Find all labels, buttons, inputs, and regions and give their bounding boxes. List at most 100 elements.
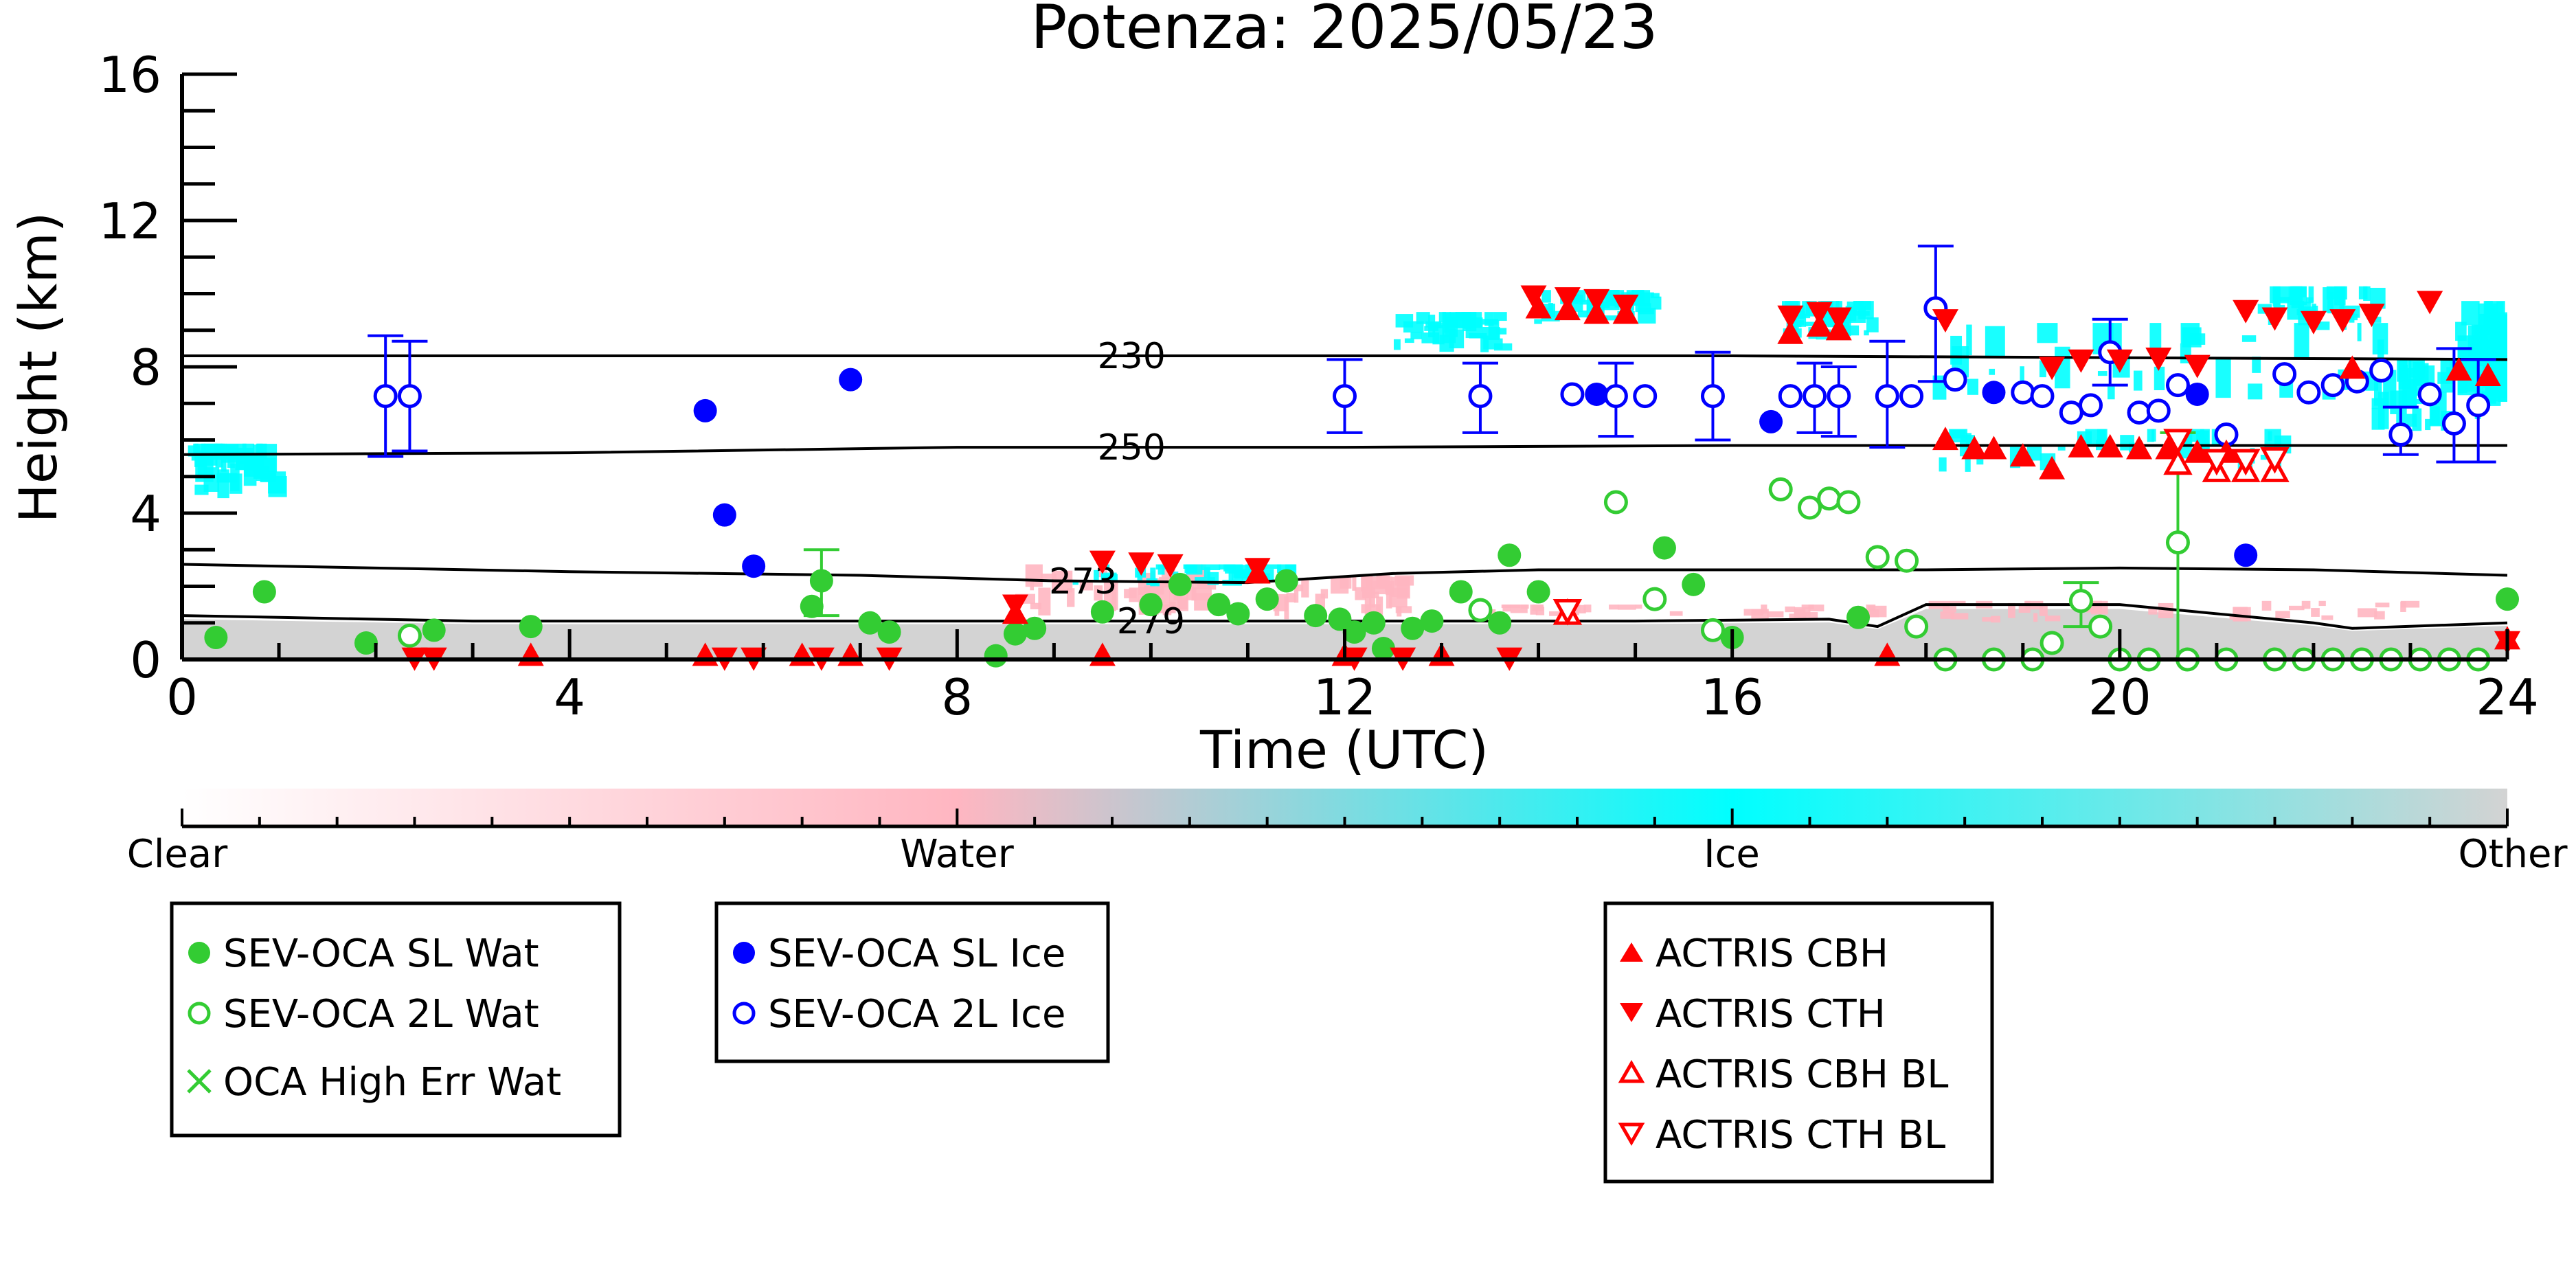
cloud-cell — [1650, 293, 1660, 299]
cloud-cell — [1040, 574, 1057, 579]
cloud-cell — [2326, 286, 2347, 300]
cloud-cell — [1653, 296, 1662, 310]
marker-sev-oca-sl-wat — [204, 626, 228, 650]
cloud-cell — [1864, 330, 1869, 336]
cloud-cell — [2478, 374, 2483, 400]
cloud-cell — [2154, 366, 2165, 391]
cloud-cell — [1982, 617, 1993, 622]
cloud-cell — [1038, 587, 1051, 615]
marker-actris-cth — [2417, 291, 2443, 315]
marker-sev-oca-sl-wat — [1846, 605, 1871, 629]
cloud-cell — [2133, 370, 2143, 391]
cloud-cell — [2039, 604, 2048, 616]
marker-sev-oca-sl-wat — [1090, 600, 1114, 624]
marker-actris-cbh — [1961, 436, 1988, 460]
cloud-cell — [1397, 606, 1402, 617]
cloud-cell — [1537, 605, 1544, 609]
marker-sev-oca-2l-ice — [1827, 384, 1851, 409]
cloud-cell — [2037, 323, 2058, 343]
legend-marker-cth — [1620, 1003, 1643, 1022]
marker-sev-oca-sl-ice — [1982, 381, 2006, 405]
marker-sev-oca-sl-ice — [2234, 543, 2258, 567]
cloud-cell — [191, 456, 196, 461]
marker-sev-oca-sl-wat — [1420, 609, 1444, 633]
cloud-cell — [1425, 321, 1442, 328]
cloud-cell — [1444, 312, 1463, 328]
cloud-cell — [2252, 357, 2261, 373]
cloud-cell — [1376, 596, 1383, 618]
cloud-cell — [1866, 605, 1876, 612]
cloud-cell — [2148, 607, 2158, 615]
cloud-cell — [1950, 613, 1969, 620]
cloud-cell — [1583, 605, 1592, 613]
cloud-cell — [1967, 379, 1979, 395]
cloud-cell — [1094, 585, 1103, 601]
cloud-cell — [1805, 321, 1820, 326]
cloud-cell — [2490, 306, 2496, 330]
marker-sev-oca-sl-wat — [1207, 593, 1231, 617]
marker-actris-cth — [1583, 289, 1610, 313]
marker-actris-cth — [1932, 309, 1958, 333]
cloud-cell — [2471, 324, 2479, 357]
cloud-cell — [1835, 301, 1842, 312]
colorbar-label-ice: Ice — [1704, 832, 1760, 877]
marker-sev-oca-sl-wat — [1226, 602, 1250, 626]
marker-sev-oca-sl-wat — [1168, 572, 1192, 596]
cloud-cell — [1208, 581, 1217, 590]
cloud-cell — [1100, 572, 1117, 583]
cloud-cell — [2373, 365, 2382, 406]
marker-actris-cbh — [2009, 443, 2036, 467]
cloud-cell — [1150, 567, 1156, 583]
marker-sev-oca-sl-wat — [984, 644, 1008, 668]
marker-sev-oca-sl-ice — [1585, 382, 1609, 406]
marker-sev-oca-sl-wat — [422, 618, 446, 642]
y-tick-label: 8 — [130, 339, 161, 396]
marker-actris-cbh — [2126, 436, 2153, 460]
marker-sev-oca-sl-wat — [1274, 569, 1298, 593]
legend-marker-sl-wat — [188, 942, 210, 964]
cloud-cell — [1195, 577, 1215, 583]
colorbar: Clear Water Ice Other — [127, 789, 2568, 877]
axes: 0 4 8 12 16 20 24 0 4 8 12 16 — [98, 46, 2538, 726]
cloud-cell — [2180, 323, 2200, 344]
legend-water: SEV-OCA SL Wat SEV-OCA 2L Wat OCA High E… — [170, 901, 622, 1138]
marker-actris-cth — [2329, 309, 2356, 333]
cloud-cell — [1493, 343, 1513, 351]
marker-actris-cbh — [1525, 295, 1552, 319]
marker-sev-oca-2l-ice — [2388, 422, 2413, 447]
marker-actris-cth — [1825, 307, 1852, 331]
marker-sev-oca-sl-wat — [800, 594, 824, 618]
marker-actris-cbh — [2039, 455, 2066, 479]
marker-sev-oca-2l-ice — [2146, 398, 2171, 423]
legend-marker-cbh — [1620, 942, 1643, 962]
marker-sev-oca-sl-wat — [858, 611, 882, 635]
cloud-cell — [2149, 323, 2162, 353]
cloud-cell — [2215, 357, 2231, 398]
marker-sev-oca-2l-ice — [397, 384, 422, 409]
isotherm-230 — [182, 354, 2508, 361]
cloud-cell — [1079, 580, 1093, 591]
marker-sev-oca-2l-ice — [373, 384, 398, 409]
marker-sev-oca-2l-ice — [2079, 393, 2103, 418]
marker-actris-cth — [1612, 294, 1639, 318]
cloud-cell — [1803, 612, 1818, 618]
legend-actris: ACTRIS CBH ACTRIS CTH ACTRIS CBH BL ACTR… — [1603, 901, 1994, 1184]
marker-sev-oca-sl-wat — [1362, 611, 1386, 635]
cloud-cell — [1410, 332, 1422, 339]
marker-sev-oca-2l-wat — [2040, 631, 2064, 655]
cloud-cell — [1541, 290, 1551, 303]
cloud-cell — [2057, 444, 2066, 451]
marker-actris-cth-bl — [2202, 449, 2232, 476]
cloud-cell — [1501, 605, 1521, 609]
cloud-cell — [1157, 564, 1165, 575]
marker-sev-oca-sl-wat — [1023, 616, 1047, 640]
cloud-cell — [1111, 583, 1116, 611]
cloud-cell — [1395, 606, 1412, 613]
legend-label-2l-wat: SEV-OCA 2L Wat — [223, 992, 539, 1037]
legend-ice: SEV-OCA SL Ice SEV-OCA 2L Ice — [714, 901, 1110, 1063]
cloud-cell — [2289, 605, 2305, 611]
x-tick-label: 0 — [166, 668, 198, 726]
cloud-cell — [2455, 321, 2467, 341]
